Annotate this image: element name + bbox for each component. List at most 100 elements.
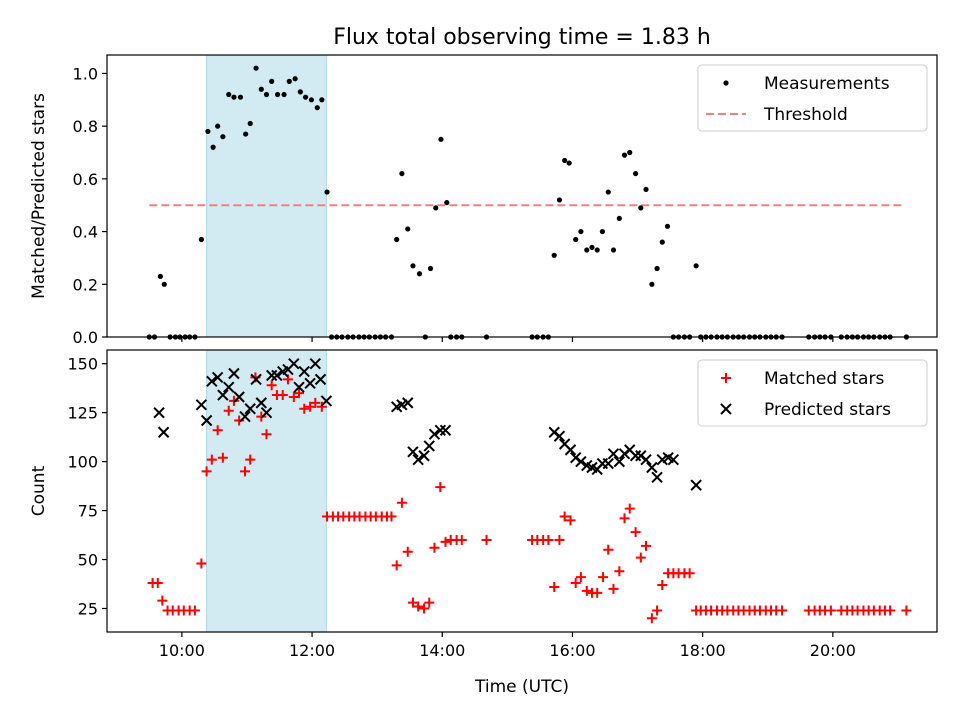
x-tick-label: 12:00 (289, 641, 335, 660)
x-tick-label: 16:00 (549, 641, 595, 660)
data-point (244, 403, 256, 415)
data-point (226, 91, 232, 98)
data-point (643, 186, 649, 193)
data-point (407, 446, 419, 458)
y-tick-label: 0.8 (73, 117, 98, 136)
data-point (589, 244, 595, 250)
data-point (608, 583, 619, 594)
data-point (439, 424, 452, 436)
top-panel-flux-ratio: 0.0 0.2 0.4 0.6 0.8 1.0 Matched/Predicted star… (29, 54, 938, 347)
data-point (616, 215, 622, 222)
legend-swatch-x (720, 403, 732, 415)
bottom-legend: Matched stars Predicted stars (697, 359, 928, 427)
legend-box (697, 64, 928, 132)
data-point (294, 388, 305, 399)
x-tick-label: 14:00 (419, 641, 465, 660)
data-point (456, 534, 467, 545)
data-point (632, 170, 639, 177)
data-point (305, 401, 316, 412)
data-point (250, 373, 262, 386)
data-point (407, 597, 418, 608)
y-tick-label: 0.4 (73, 223, 98, 242)
data-point (440, 536, 451, 547)
data-point (638, 205, 644, 211)
y-tick-label: 100 (67, 453, 98, 472)
data-point (413, 601, 424, 612)
data-point (549, 581, 560, 592)
data-point (206, 454, 217, 465)
data-point (402, 546, 413, 557)
data-point (646, 461, 658, 474)
data-point (157, 273, 163, 279)
series-predicted-stars (153, 358, 702, 491)
data-point (570, 578, 581, 589)
data-point (573, 236, 579, 243)
data-point (243, 131, 249, 137)
data-point (302, 94, 309, 100)
data-point (292, 76, 298, 82)
data-point (271, 369, 283, 382)
y-tick-label: 125 (67, 404, 98, 423)
data-point (412, 453, 424, 466)
data-point (288, 358, 300, 370)
bottom-y-axis-label: Count (29, 465, 49, 516)
legend-label: Predicted stars (764, 400, 891, 420)
data-point (304, 377, 316, 389)
data-point (394, 236, 400, 243)
data-point (286, 78, 292, 84)
data-point (690, 479, 702, 491)
data-point (553, 430, 566, 442)
data-point (584, 247, 590, 253)
bottom-axes-frame (106, 349, 938, 633)
y-tick-label: 0.2 (73, 275, 98, 294)
data-point (220, 134, 226, 140)
data-point (684, 568, 695, 579)
data-point (578, 228, 584, 235)
top-axes-frame (106, 54, 938, 338)
data-point (610, 247, 617, 253)
data-point (399, 170, 405, 177)
data-point (575, 455, 587, 468)
data-point (281, 91, 287, 98)
data-point (603, 544, 614, 555)
data-point (433, 205, 439, 211)
data-point (613, 455, 626, 468)
data-point (581, 585, 592, 596)
data-point (314, 373, 327, 386)
data-point (217, 452, 228, 463)
y-tick-label: 0.6 (73, 170, 98, 189)
data-point (657, 580, 668, 590)
data-point (619, 513, 630, 524)
data-point (228, 367, 240, 380)
data-point (265, 369, 278, 382)
y-tick-label: 150 (67, 355, 98, 374)
data-point (266, 380, 277, 391)
legend-label: Measurements (764, 74, 890, 94)
data-point (564, 444, 577, 456)
data-point (602, 457, 614, 470)
data-point (157, 426, 170, 438)
data-point (293, 381, 305, 393)
data-point (239, 410, 251, 423)
data-point (320, 395, 333, 407)
data-point (402, 397, 414, 409)
data-point (386, 511, 397, 522)
data-point (592, 587, 603, 598)
x-tick-label: 10:00 (159, 641, 205, 660)
data-point (258, 86, 264, 92)
data-point (641, 540, 652, 551)
data-point (410, 263, 416, 269)
data-point (215, 123, 221, 129)
data-point (274, 91, 281, 98)
x-axis-label: Time (UTC) (474, 677, 569, 697)
legend-swatch-plus (721, 373, 731, 383)
data-point (434, 424, 447, 436)
data-point (556, 197, 563, 203)
data-point (423, 440, 435, 452)
data-point (667, 453, 680, 466)
series-matched-stars (147, 372, 912, 624)
data-point (693, 263, 699, 269)
data-point (566, 160, 572, 166)
top-y-axis-label: Matched/Predicted stars (29, 93, 49, 299)
data-point (237, 94, 244, 100)
